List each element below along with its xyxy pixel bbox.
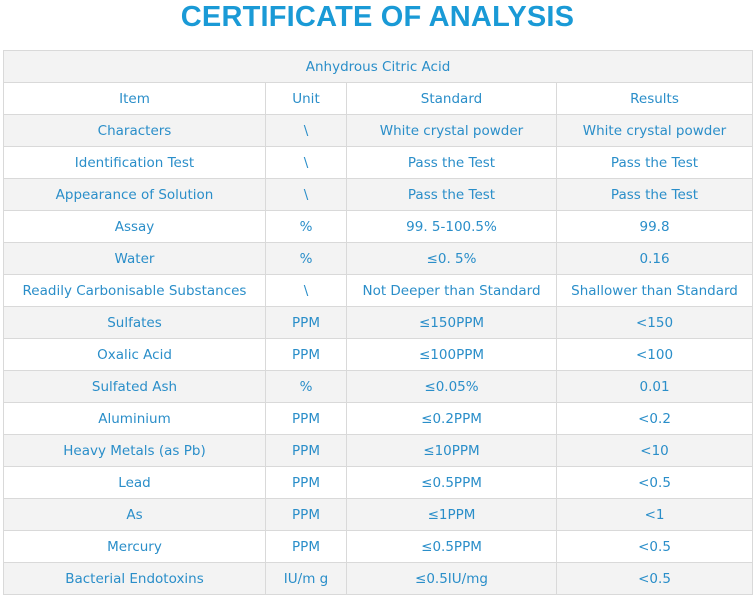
analysis-table: Anhydrous Citric Acid Item Unit Standard…	[2, 50, 754, 595]
cell-result: <0.5	[555, 562, 754, 595]
table-row: Characters \ White crystal powder White cry…	[3, 114, 754, 147]
cell-unit: PPM	[265, 402, 347, 435]
cell-item: Oxalic Acid	[3, 338, 266, 371]
table-row: Readily Carbonisable Substances \ Not Deep…	[3, 274, 754, 307]
cell-result: 0.01	[555, 370, 754, 403]
cell-item: Aluminium	[3, 402, 266, 435]
table-row: Appearance of Solution \ Pass the Test Pass…	[3, 178, 754, 211]
cell-unit: %	[265, 370, 347, 403]
table-row: Bacterial Endotoxins IU/m g ≤0.5IU/mg <0.5	[3, 562, 754, 595]
cell-result: Pass the Test	[555, 146, 754, 179]
product-row: Anhydrous Citric Acid	[2, 50, 754, 83]
header-results: Results	[555, 82, 754, 115]
table-row: Sulfated Ash% ≤0.05% 0.01	[3, 370, 754, 403]
header-row: Item Unit Standard Results	[3, 82, 754, 115]
table-row: As PPM ≤1PPM <1	[3, 498, 754, 531]
product-name: Anhydrous Citric Acid	[2, 50, 754, 83]
cell-item: Heavy Metals (as Pb)	[3, 434, 266, 467]
cell-standard: Not Deeper than Standard	[346, 274, 557, 307]
cell-unit: \	[265, 114, 347, 147]
cell-result: 0.16	[555, 242, 754, 275]
cell-result: <0.5	[555, 530, 754, 563]
cell-item: Mercury	[3, 530, 266, 563]
cell-standard: ≤0.05%	[346, 370, 557, 403]
cell-unit: PPM	[265, 530, 347, 563]
cell-result: Shallower than Standard	[555, 274, 754, 307]
table-row: Aluminium PPM ≤0.2PPM <0.2	[3, 402, 754, 435]
cell-standard: Pass the Test	[346, 178, 557, 211]
cell-standard: ≤0.5IU/mg	[346, 562, 557, 595]
cell-standard: ≤0.5PPM	[346, 530, 557, 563]
cell-result: Pass the Test	[555, 178, 754, 211]
cell-unit: PPM	[265, 434, 347, 467]
table-row: Oxalic Acid PPM ≤100PPM <100	[3, 338, 754, 371]
cell-standard: ≤10PPM	[346, 434, 557, 467]
cell-item: Lead	[3, 466, 266, 499]
cell-item: Readily Carbonisable Substances	[3, 274, 266, 307]
cell-unit: PPM	[265, 338, 347, 371]
table-row: Heavy Metals (as Pb) PPM ≤10PPM <10	[3, 434, 754, 467]
cell-unit: PPM	[265, 466, 347, 499]
cell-unit: \	[265, 146, 347, 179]
table-row: Sulfates PPM ≤150PPM <150	[3, 306, 754, 339]
cell-item: Bacterial Endotoxins	[3, 562, 266, 595]
header-standard: Standard	[346, 82, 557, 115]
cell-result: <150	[555, 306, 754, 339]
table-row: Water% ≤0. 5% 0.16	[3, 242, 754, 275]
header-unit: Unit	[265, 82, 347, 115]
cell-item: Water	[3, 242, 266, 275]
cell-standard: ≤1PPM	[346, 498, 557, 531]
cell-result: <1	[555, 498, 754, 531]
cell-item: Characters	[3, 114, 266, 147]
cell-standard: 99. 5-100.5%	[346, 210, 557, 243]
cell-unit: \	[265, 274, 347, 307]
cell-unit: PPM	[265, 498, 347, 531]
cell-item: Appearance of Solution	[3, 178, 266, 211]
cell-result: 99.8	[555, 210, 754, 243]
cell-result: <10	[555, 434, 754, 467]
cell-item: Sulfates	[3, 306, 266, 339]
cell-result: <0.2	[555, 402, 754, 435]
cell-standard: ≤0. 5%	[346, 242, 557, 275]
cell-standard: ≤150PPM	[346, 306, 557, 339]
table-row: Lead PPM ≤0.5PPM <0.5	[3, 466, 754, 499]
cell-unit: \	[265, 178, 347, 211]
cell-item: Assay	[3, 210, 266, 243]
cell-unit: %	[265, 210, 347, 243]
cell-item: Identification Test	[3, 146, 266, 179]
cell-result: <0.5	[555, 466, 754, 499]
cell-unit: PPM	[265, 306, 347, 339]
table-row: Assay% 99. 5-100.5% 99.8	[3, 210, 754, 243]
cell-standard: ≤0.2PPM	[346, 402, 557, 435]
cell-result: White crystal powder	[555, 114, 754, 147]
cell-standard: White crystal powder	[346, 114, 557, 147]
cell-standard: ≤100PPM	[346, 338, 557, 371]
header-item: Item	[3, 82, 266, 115]
cell-item: Sulfated Ash	[3, 370, 266, 403]
table-row: Mercury PPM ≤0.5PPM <0.5	[3, 530, 754, 563]
cell-unit: IU/m g	[265, 562, 347, 595]
cell-unit: %	[265, 242, 347, 275]
page-title: CERTIFICATE OF ANALYSIS	[180, 1, 575, 33]
cell-result: <100	[555, 338, 754, 371]
cell-item: As	[3, 498, 266, 531]
cell-standard: ≤0.5PPM	[346, 466, 557, 499]
table-row: Identification Test \ Pass the Test Pass th…	[3, 146, 754, 179]
cell-standard: Pass the Test	[346, 146, 557, 179]
